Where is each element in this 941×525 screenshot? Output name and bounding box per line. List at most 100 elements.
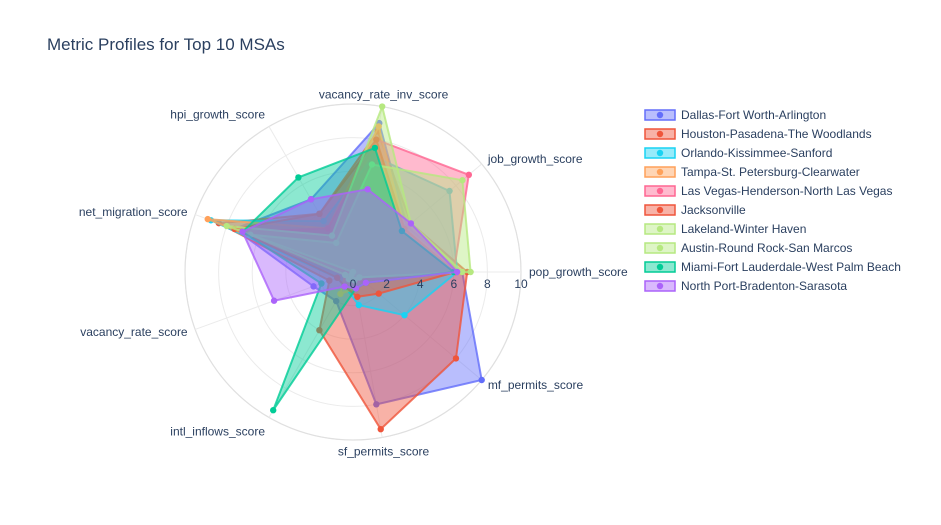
series-7-point-vacancy_rate_score[interactable]: [341, 271, 349, 279]
spoke-mf_permits_score: [352, 271, 483, 381]
series-7-point-intl_inflows_score[interactable]: [345, 276, 352, 283]
radial-tick-label-6: 6: [450, 277, 457, 291]
radial-tick-label-10: 10: [514, 277, 528, 291]
series-2-point-mf_permits_score[interactable]: [401, 311, 408, 319]
series-8-point-intl_inflows_score[interactable]: [270, 407, 277, 414]
series-3-point-vacancy_rate_inv_score[interactable]: [375, 123, 382, 130]
radial-tick-label-0: 0: [350, 277, 357, 291]
legend-marker-5: [656, 206, 664, 214]
legend-marker-7: [656, 244, 664, 252]
series-3-point-net_migration_score[interactable]: [204, 215, 211, 223]
legend-item-5[interactable]: Jacksonville: [644, 203, 746, 217]
series-7-point-pop_growth_score[interactable]: [467, 268, 474, 276]
legend-item-2[interactable]: Orlando-Kissimmee-Sanford: [644, 146, 832, 160]
legend-marker-8: [656, 263, 664, 271]
series-9-point-vacancy_rate_inv_score[interactable]: [364, 186, 371, 193]
legend-label-4: Las Vegas-Henderson-North Las Vegas: [681, 184, 892, 198]
series-9-point-sf_permits_score[interactable]: [352, 285, 360, 292]
series-7-point-hpi_growth_score[interactable]: [333, 239, 340, 247]
series-7-point-job_growth_score[interactable]: [459, 177, 466, 184]
legend-label-0: Dallas-Fort Worth-Arlington: [681, 108, 826, 122]
series-5-point-sf_permits_score[interactable]: [354, 293, 361, 301]
series-4-point-job_growth_score[interactable]: [465, 171, 473, 179]
legend-label-8: Miami-Fort Lauderdale-West Palm Beach: [681, 260, 901, 274]
legend-label-9: North Port-Bradenton-Sarasota: [681, 279, 847, 293]
series-9-point-mf_permits_score[interactable]: [362, 279, 370, 286]
radial-tick-label-8: 8: [484, 277, 491, 291]
series-1-point-vacancy_rate_score[interactable]: [326, 277, 333, 284]
series-5-point-vacancy_rate_score[interactable]: [334, 274, 341, 281]
legend[interactable]: Dallas-Fort Worth-Arlington Houston-Pasad…: [644, 108, 901, 293]
series-9-point-pop_growth_score[interactable]: [453, 268, 461, 276]
series-2-point-hpi_growth_score[interactable]: [320, 217, 327, 225]
legend-label-1: Houston-Pasadena-The Woodlands: [681, 127, 872, 141]
series-0-point-vacancy_rate_score[interactable]: [310, 283, 317, 290]
series-6-point-net_migration_score[interactable]: [223, 222, 230, 230]
series-5-point-mf_permits_score[interactable]: [375, 290, 382, 297]
series-4-point-hpi_growth_score[interactable]: [324, 225, 331, 232]
legend-label-7: Austin-Round Rock-San Marcos: [681, 241, 852, 255]
series-7-point-vacancy_rate_inv_score[interactable]: [368, 161, 376, 168]
series-area-5: [231, 137, 458, 298]
legend-label-5: Jacksonville: [681, 203, 746, 217]
series-8-point-vacancy_rate_score[interactable]: [318, 280, 325, 287]
legend-marker-3: [656, 168, 664, 176]
legend-item-7[interactable]: Austin-Round Rock-San Marcos: [644, 241, 852, 255]
legend-label-3: Tampa-St. Petersburg-Clearwater: [681, 165, 860, 179]
legend-item-3[interactable]: Tampa-St. Petersburg-Clearwater: [644, 165, 860, 179]
series-0-point-sf_permits_score[interactable]: [373, 401, 380, 408]
series-6-point-hpi_growth_score[interactable]: [328, 232, 336, 239]
series-area-9: [241, 188, 460, 302]
series-2-point-sf_permits_score[interactable]: [355, 301, 363, 309]
axis-label-job_growth_score: job_growth_score: [487, 152, 583, 166]
legend-marker-2: [656, 149, 664, 157]
series-6-point-vacancy_rate_inv_score[interactable]: [378, 103, 386, 110]
series-8-point-hpi_growth_score[interactable]: [295, 174, 302, 181]
series-8-point-job_growth_score[interactable]: [398, 227, 406, 235]
legend-item-9[interactable]: North Port-Bradenton-Sarasota: [644, 279, 847, 293]
legend-marker-9: [656, 282, 664, 290]
axis-label-vacancy_rate_score: vacancy_rate_score: [80, 325, 188, 339]
chart-title: Metric Profiles for Top 10 MSAs: [47, 35, 285, 54]
series-5-point-hpi_growth_score[interactable]: [316, 210, 323, 218]
legend-item-4[interactable]: Las Vegas-Henderson-North Las Vegas: [644, 184, 892, 198]
series-7-point-sf_permits_score[interactable]: [351, 277, 358, 284]
legend-marker-0: [656, 111, 664, 119]
legend-marker-6: [656, 225, 664, 233]
series-9-point-vacancy_rate_score[interactable]: [270, 297, 278, 304]
series-3-point-intl_inflows_score[interactable]: [337, 290, 344, 298]
series-1-point-sf_permits_score[interactable]: [377, 425, 384, 433]
legend-item-8[interactable]: Miami-Fort Lauderdale-West Palm Beach: [644, 260, 901, 274]
radar-traces: [204, 103, 485, 433]
axis-label-vacancy_rate_inv_score: vacancy_rate_inv_score: [319, 88, 449, 102]
series-area-4: [242, 138, 470, 284]
radial-tick-label-2: 2: [383, 277, 390, 291]
series-5-point-vacancy_rate_inv_score[interactable]: [373, 136, 380, 143]
legend-item-0[interactable]: Dallas-Fort Worth-Arlington: [644, 108, 826, 122]
series-1-point-mf_permits_score[interactable]: [452, 355, 460, 362]
legend-marker-1: [656, 130, 664, 138]
series-7: [247, 161, 474, 284]
legend-item-6[interactable]: Lakeland-Winter Haven: [644, 222, 806, 236]
axis-label-pop_growth_score: pop_growth_score: [529, 265, 628, 279]
series-2-point-job_growth_score[interactable]: [446, 187, 453, 195]
radial-tick-labels: 0 2 4 6 8 10: [350, 277, 528, 291]
axis-label-intl_inflows_score: intl_inflows_score: [170, 424, 265, 438]
series-9-point-hpi_growth_score[interactable]: [307, 196, 315, 203]
series-7-point-mf_permits_score[interactable]: [356, 274, 363, 281]
series-2-point-vacancy_rate_inv_score[interactable]: [370, 152, 377, 160]
axis-label-hpi_growth_score: hpi_growth_score: [170, 108, 265, 122]
series-1-point-intl_inflows_score[interactable]: [316, 326, 323, 334]
legend-item-1[interactable]: Houston-Pasadena-The Woodlands: [644, 127, 872, 141]
axis-label-net_migration_score: net_migration_score: [79, 205, 188, 219]
radial-tick-label-4: 4: [417, 277, 424, 291]
axis-label-mf_permits_score: mf_permits_score: [488, 378, 584, 392]
series-9-point-intl_inflows_score[interactable]: [341, 283, 348, 290]
axis-label-sf_permits_score: sf_permits_score: [338, 444, 430, 458]
series-0-point-mf_permits_score[interactable]: [478, 376, 485, 384]
series-9-point-job_growth_score[interactable]: [407, 220, 415, 227]
series-8-point-vacancy_rate_inv_score[interactable]: [371, 144, 379, 152]
series-0-point-intl_inflows_score[interactable]: [333, 297, 340, 305]
series-9-point-net_migration_score[interactable]: [239, 228, 246, 235]
